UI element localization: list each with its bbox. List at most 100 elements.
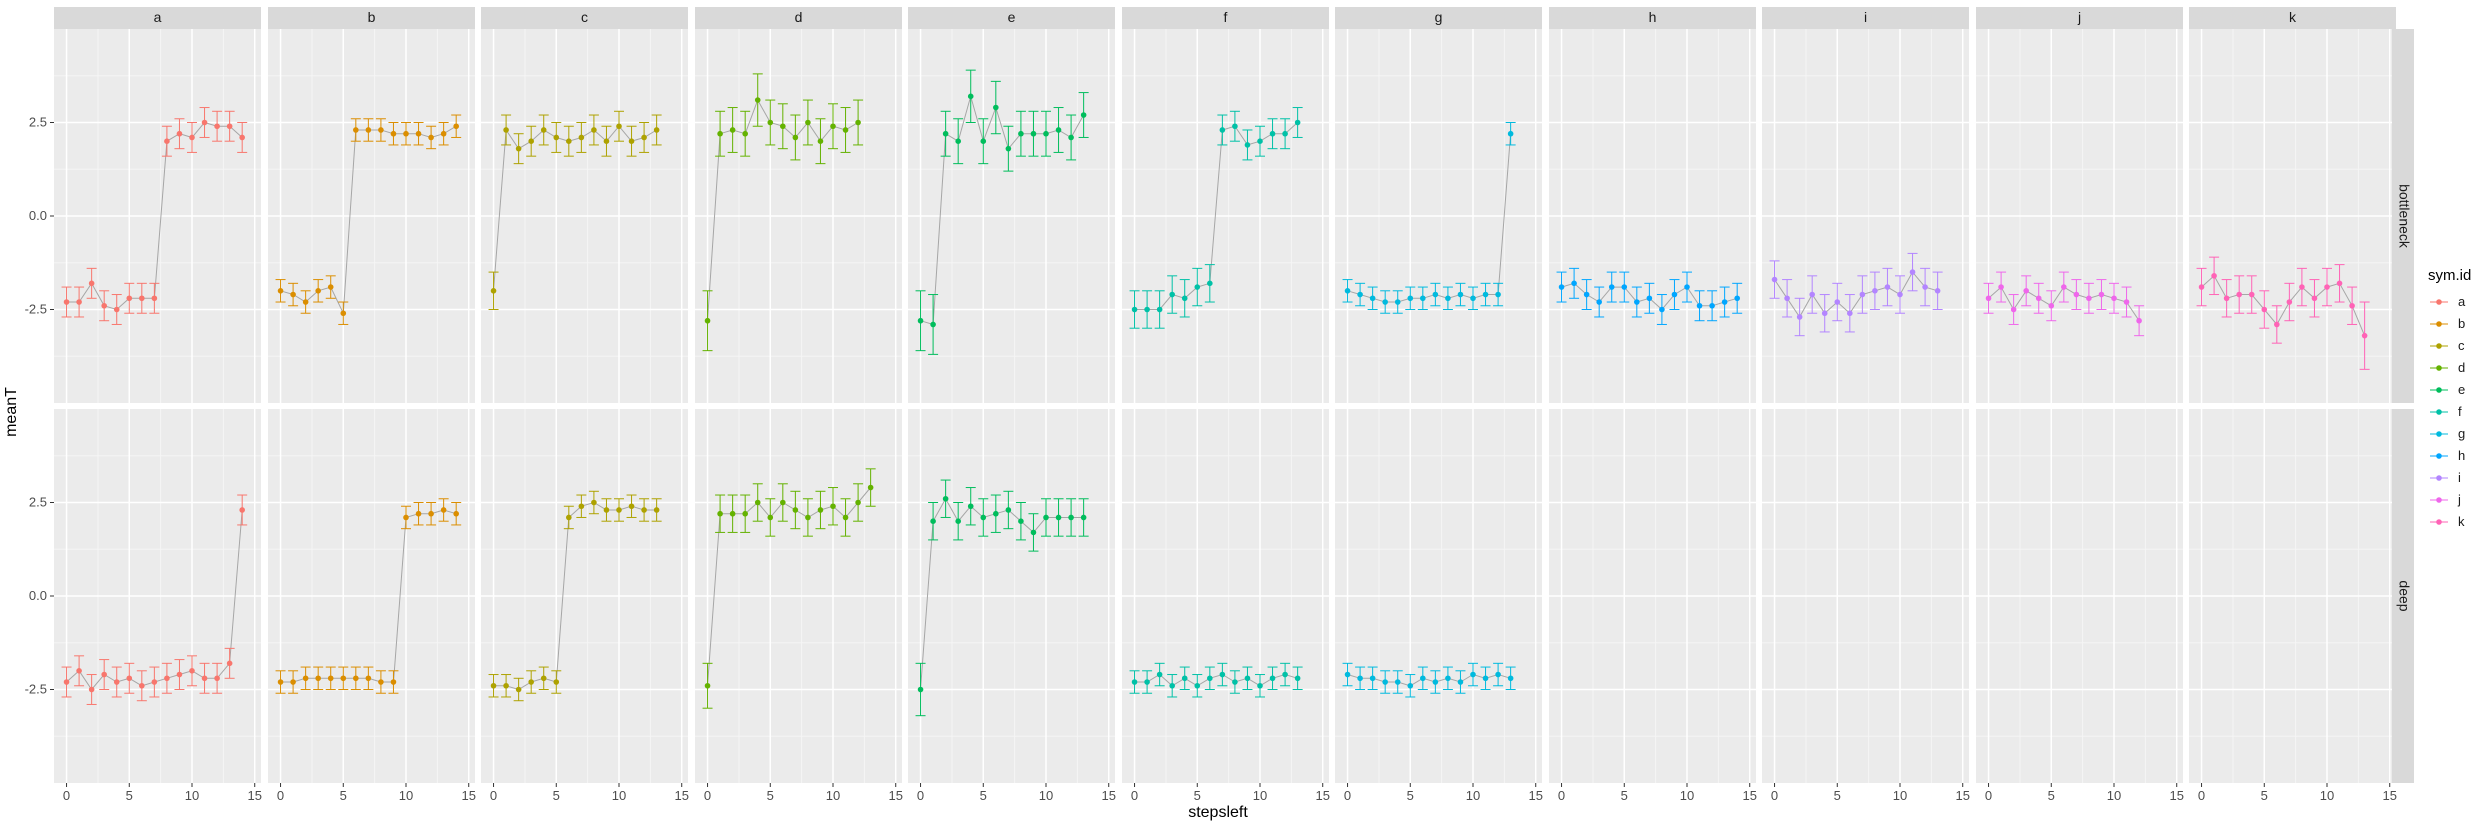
data-point <box>780 123 786 130</box>
data-point <box>980 138 987 144</box>
data-point <box>88 280 95 287</box>
data-point <box>1257 138 1263 144</box>
y-axis-title: meanT <box>3 387 20 437</box>
data-point <box>1432 679 1439 685</box>
strip-k-background <box>2189 7 2396 29</box>
data-point <box>917 686 924 693</box>
data-point <box>616 507 622 513</box>
data-point <box>1257 682 1263 689</box>
data-point <box>1282 671 1288 678</box>
data-point <box>1482 675 1489 682</box>
data-point <box>1055 127 1062 133</box>
x-tick-label: 5 <box>1621 788 1628 803</box>
panel-bottleneck-d <box>695 29 902 403</box>
data-point <box>2286 299 2293 305</box>
series-bottleneck-g <box>1342 122 1516 314</box>
panel-deep-c <box>481 409 688 783</box>
data-point <box>340 310 347 317</box>
strip-h-background <box>1549 7 1756 29</box>
x-tick-label: 0 <box>1558 788 1565 803</box>
data-point <box>528 138 534 144</box>
data-point <box>490 288 497 294</box>
strip-label-a: a <box>154 9 162 25</box>
series-bottleneck-f <box>1129 107 1303 329</box>
legend-key-point <box>2436 497 2442 503</box>
panel-bottleneck-e <box>908 29 1115 403</box>
legend-entry-h: h <box>2430 448 2465 463</box>
x-tick-label: 0 <box>917 788 924 803</box>
data-point <box>403 130 409 137</box>
legend-entry-e: e <box>2430 382 2465 397</box>
data-point <box>842 514 849 521</box>
series-deep-g <box>1342 662 1516 698</box>
data-point <box>1420 675 1426 682</box>
legend-entry-f: f <box>2430 404 2462 419</box>
strip-f-background <box>1122 7 1329 29</box>
data-point <box>704 682 711 689</box>
data-point <box>1144 306 1150 313</box>
data-point <box>277 679 284 685</box>
y-tick-label: -2.5 <box>25 682 47 697</box>
x-tick-label: 5 <box>1834 788 1841 803</box>
legend-entry-j: j <box>2430 492 2461 507</box>
data-point <box>805 514 811 521</box>
data-point <box>327 284 334 290</box>
data-point <box>742 130 748 137</box>
legend-key-point <box>2436 299 2442 305</box>
panel-deep-k <box>2189 409 2396 783</box>
data-point <box>176 671 183 678</box>
x-tick-label: 5 <box>1407 788 1414 803</box>
strip-label-h: h <box>1649 9 1657 25</box>
data-point <box>2261 306 2268 313</box>
data-point <box>855 499 861 506</box>
data-point <box>2311 295 2318 302</box>
data-point <box>1294 675 1301 682</box>
data-point <box>415 130 422 137</box>
y-tick-label: 0.0 <box>29 208 47 223</box>
series-bottleneck-a <box>61 107 248 325</box>
data-point <box>566 514 572 521</box>
data-point <box>428 510 434 517</box>
x-tick-label: 10 <box>826 788 840 803</box>
x-tick-label: 15 <box>2169 788 2183 803</box>
data-point <box>1018 130 1024 137</box>
data-point <box>88 686 95 693</box>
data-point <box>139 295 145 302</box>
data-point <box>365 127 372 133</box>
data-point <box>603 138 610 144</box>
data-point <box>277 288 284 294</box>
data-point <box>1495 671 1501 678</box>
data-point <box>1771 276 1778 283</box>
data-point <box>1207 675 1213 682</box>
legend-entry-c: c <box>2430 338 2465 353</box>
data-point <box>717 130 723 137</box>
data-point <box>353 675 359 682</box>
data-point <box>1156 306 1163 313</box>
data-point <box>2336 280 2343 287</box>
series-line <box>1774 271 1938 318</box>
data-point <box>641 507 647 513</box>
data-point <box>1457 291 1464 298</box>
data-point <box>780 499 786 506</box>
data-point <box>1232 679 1238 685</box>
x-tick-label: 0 <box>704 788 711 803</box>
strip-label-c: c <box>581 9 588 25</box>
data-point <box>1482 291 1489 298</box>
series-deep-c <box>488 490 662 702</box>
x-tick-label: 5 <box>980 788 987 803</box>
data-point <box>616 123 622 130</box>
data-point <box>578 134 585 141</box>
data-point <box>2361 332 2368 339</box>
x-tick-label: 10 <box>1466 788 1480 803</box>
data-point <box>1156 671 1163 678</box>
data-point <box>101 302 107 309</box>
x-tick-label: 10 <box>399 788 413 803</box>
x-tick-label: 15 <box>888 788 902 803</box>
strip-j-background <box>1976 7 2183 29</box>
series-bottleneck-i <box>1769 252 1943 337</box>
data-point <box>1909 269 1916 275</box>
strip-b-background <box>268 7 475 29</box>
data-point <box>1457 679 1464 685</box>
legend-title: sym.id <box>2428 267 2471 284</box>
